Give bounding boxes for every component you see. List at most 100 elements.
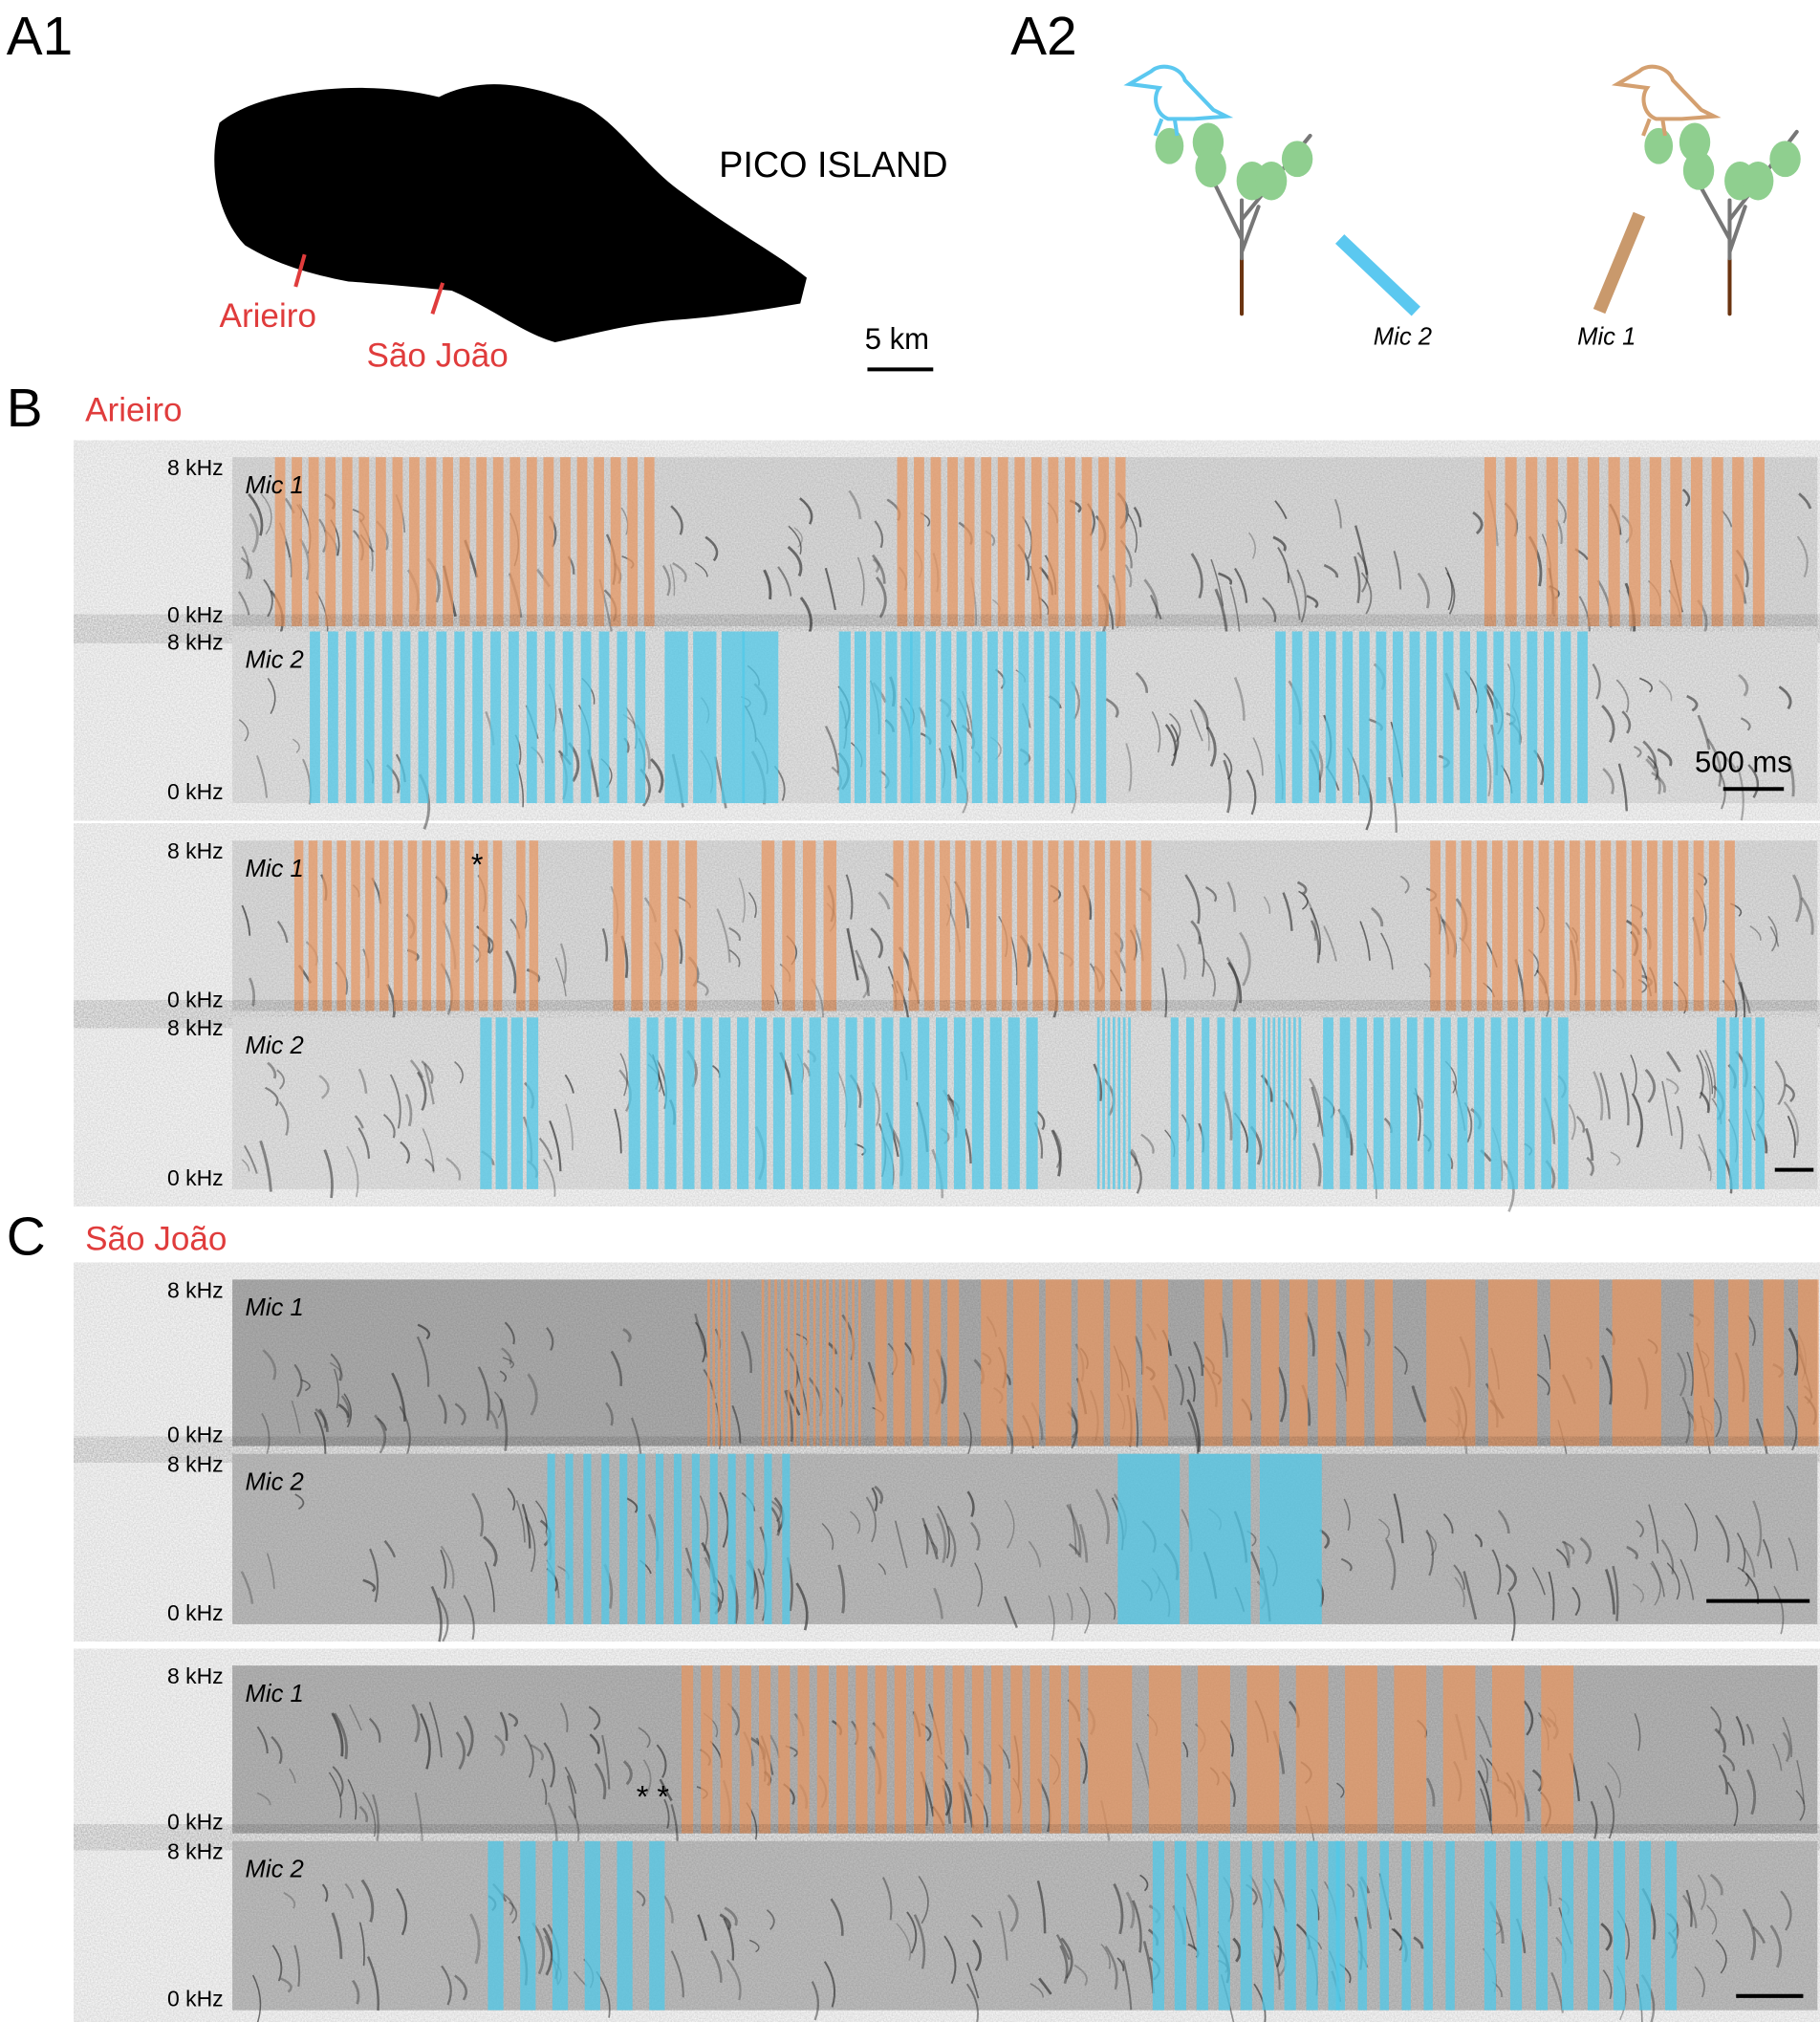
call-band xyxy=(953,1017,966,1189)
spectrogram: 8 kHz 0 kHz Mic 1 xyxy=(167,455,1818,643)
call-band xyxy=(1445,1840,1455,2011)
site-marker xyxy=(430,282,445,315)
call-band xyxy=(1523,840,1534,1011)
syllable xyxy=(1393,550,1402,590)
syllable xyxy=(559,1702,569,1732)
syllable xyxy=(748,1939,760,1953)
call-band xyxy=(923,840,935,1011)
call-band xyxy=(325,457,336,627)
call-band xyxy=(1742,1017,1752,1189)
call-band xyxy=(1476,840,1487,1011)
syllable xyxy=(1506,1592,1516,1642)
spectrogram-noise xyxy=(232,1840,1818,2011)
syllable xyxy=(1202,958,1216,997)
syllable xyxy=(1787,1115,1797,1159)
syllable xyxy=(1602,768,1614,795)
syllable xyxy=(1480,1788,1494,1835)
call-band xyxy=(693,631,717,804)
mic-label: Mic 2 xyxy=(246,1033,304,1059)
spectrogram-noise xyxy=(232,1017,1818,1189)
call-band xyxy=(1538,840,1549,1011)
syllable xyxy=(1642,740,1658,770)
syllable xyxy=(970,1914,984,1928)
call-band xyxy=(1662,840,1674,1011)
syllable xyxy=(422,1063,435,1105)
syllable xyxy=(663,1798,670,1829)
call-band xyxy=(1288,1017,1291,1189)
call-band xyxy=(797,1665,810,1834)
syllable xyxy=(1548,1571,1555,1620)
syllable xyxy=(748,892,757,919)
call-band xyxy=(870,631,882,804)
call-band xyxy=(617,631,628,804)
syllable xyxy=(1454,1576,1465,1608)
call-band xyxy=(827,1017,839,1189)
syllable xyxy=(1783,1100,1800,1146)
call-band xyxy=(1507,840,1519,1011)
call-band xyxy=(838,1279,842,1446)
syllable xyxy=(1601,705,1615,743)
frequency-label: 0 kHz xyxy=(167,1165,224,1190)
call-band xyxy=(1406,1017,1418,1189)
syllable xyxy=(588,1706,601,1730)
call-band xyxy=(918,1017,930,1189)
syllable xyxy=(870,927,883,959)
syllable xyxy=(1752,1925,1766,1945)
mic-label: Mic 2 xyxy=(1374,324,1432,351)
syllable xyxy=(1631,1093,1643,1148)
syllable xyxy=(1362,1328,1371,1347)
syllable xyxy=(1186,1399,1202,1453)
call-band xyxy=(543,457,554,627)
syllable xyxy=(1800,897,1814,935)
syllable xyxy=(294,1493,305,1511)
syllable xyxy=(1769,1924,1783,1968)
syllable xyxy=(1068,1542,1081,1556)
syllable xyxy=(1474,1533,1483,1548)
call-band xyxy=(1107,1017,1111,1189)
call-band xyxy=(1732,457,1744,627)
call-band xyxy=(1390,1017,1401,1189)
call-band xyxy=(893,1279,905,1446)
call-band xyxy=(526,1017,539,1189)
syllable xyxy=(331,1912,343,1959)
syllable xyxy=(1479,1753,1489,1784)
call-band xyxy=(1631,840,1642,1011)
call-band xyxy=(1484,1840,1497,2011)
call-band xyxy=(1708,840,1720,1011)
call-band xyxy=(941,631,952,804)
syllable xyxy=(638,1727,651,1749)
syllable xyxy=(878,1562,886,1576)
syllable xyxy=(669,564,676,597)
syllable xyxy=(787,545,803,577)
syllable xyxy=(471,1492,484,1537)
syllable xyxy=(1710,1706,1722,1733)
call-band xyxy=(422,840,432,1011)
call-band xyxy=(1008,1017,1020,1189)
syllable xyxy=(291,1400,301,1434)
call-band xyxy=(845,1017,857,1189)
syllable xyxy=(1633,746,1642,758)
syllable xyxy=(1787,757,1795,797)
syllable xyxy=(271,1945,283,1982)
syllable xyxy=(1679,1558,1695,1600)
bird-icon xyxy=(1123,64,1234,137)
syllable xyxy=(300,1379,311,1392)
call-band xyxy=(646,1017,659,1189)
syllable xyxy=(1116,1957,1125,1971)
syllable xyxy=(554,957,567,997)
syllable xyxy=(542,1159,556,1197)
syllable xyxy=(1190,709,1203,742)
call-band xyxy=(1690,457,1703,627)
call-band xyxy=(594,457,604,627)
syllable xyxy=(1648,1504,1659,1554)
syllable xyxy=(1647,755,1659,781)
call-band xyxy=(1122,1017,1126,1189)
mic-icon xyxy=(1592,211,1646,315)
syllable xyxy=(1055,1934,1071,1961)
syllable xyxy=(483,1535,498,1567)
syllable xyxy=(293,1363,303,1398)
call-band xyxy=(472,631,484,804)
call-band xyxy=(925,631,937,804)
call-band xyxy=(1493,631,1505,804)
call-band xyxy=(1098,457,1109,627)
